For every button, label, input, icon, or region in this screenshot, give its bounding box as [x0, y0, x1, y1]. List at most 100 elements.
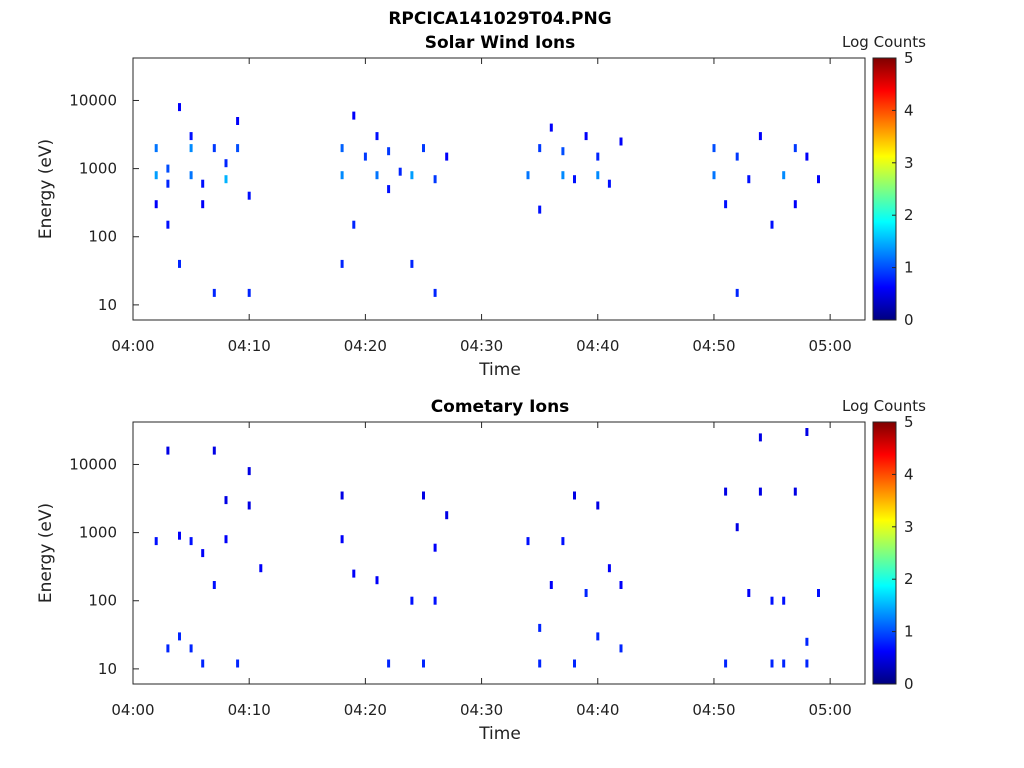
data-point	[538, 144, 542, 153]
y-tick-label: 10	[98, 660, 117, 678]
data-point	[363, 152, 367, 161]
data-point	[747, 589, 751, 597]
data-point	[422, 144, 425, 153]
plot-frame	[132, 57, 866, 321]
x-tick-label: 04:50	[692, 337, 735, 355]
data-point	[561, 537, 565, 546]
data-point	[410, 596, 414, 605]
data-point	[387, 659, 391, 668]
data-point	[352, 111, 356, 120]
data-point	[375, 171, 379, 180]
colorbar-tick-label: 4	[904, 101, 914, 119]
data-point	[398, 167, 402, 176]
colorbar-tick-label: 1	[904, 259, 914, 277]
data-point	[735, 152, 739, 161]
data-point	[735, 288, 739, 297]
figure-title: RPCICA141029T04.PNG	[388, 9, 611, 29]
data-point	[549, 123, 553, 132]
data-point	[340, 535, 344, 544]
data-point	[770, 220, 774, 229]
data-point	[561, 147, 565, 156]
data-point	[561, 171, 565, 180]
data-point	[201, 200, 205, 209]
plot-frame	[132, 421, 866, 685]
data-point	[770, 659, 774, 668]
data-point	[247, 467, 251, 476]
data-point	[712, 171, 716, 180]
data-point	[445, 511, 449, 520]
data-point	[724, 200, 728, 209]
data-point	[224, 496, 228, 505]
y-tick-label: 10	[98, 296, 117, 314]
data-point	[212, 446, 216, 455]
data-point	[410, 171, 414, 180]
data-point	[573, 491, 576, 500]
data-point	[793, 144, 797, 153]
data-point	[247, 288, 251, 297]
data-point	[154, 200, 158, 209]
data-point	[166, 179, 170, 188]
cometary-x-ticks: 04:00 04:10 04:20 04:30 04:40 04:50 05:00	[111, 422, 852, 719]
x-tick-label: 04:30	[460, 701, 503, 719]
data-point	[596, 632, 600, 641]
data-point	[166, 164, 170, 173]
data-point	[212, 288, 216, 297]
data-point	[236, 117, 240, 125]
solar-wind-colorbar-label: Log Counts	[842, 33, 926, 51]
colorbar-tick-label: 1	[904, 623, 914, 641]
data-point	[212, 144, 216, 153]
data-point	[410, 259, 414, 268]
data-point	[538, 205, 542, 214]
data-point	[352, 220, 356, 229]
data-point	[758, 132, 762, 141]
x-tick-label: 04:40	[576, 337, 619, 355]
data-point	[154, 144, 158, 153]
x-tick-label: 04:50	[692, 701, 735, 719]
data-point	[712, 144, 716, 153]
colorbar-tick-label: 5	[904, 413, 914, 431]
data-point	[189, 171, 193, 180]
colorbar-tick-label: 0	[904, 311, 914, 329]
data-point	[340, 171, 344, 180]
data-point	[724, 487, 728, 496]
data-point	[619, 644, 623, 653]
y-tick-label: 10000	[69, 91, 117, 109]
x-tick-label: 04:00	[111, 337, 154, 355]
data-point	[154, 171, 158, 180]
solar-wind-panel: Solar Wind Ions 04:00 04:10 04:20 04:30 04:4…	[36, 33, 926, 380]
data-point	[526, 537, 530, 546]
plot-area	[133, 422, 865, 684]
data-point	[340, 491, 344, 500]
data-point	[584, 132, 588, 141]
cometary-marks	[154, 428, 820, 668]
colorbar-tick-label: 3	[904, 518, 914, 536]
data-point	[352, 569, 356, 578]
cometary-colorbar	[872, 421, 897, 685]
data-point	[247, 501, 251, 510]
data-point	[805, 637, 809, 646]
cometary-y-label: Energy (eV)	[36, 503, 56, 603]
data-point	[387, 147, 391, 156]
data-point	[538, 659, 542, 668]
solar-wind-colorbar	[872, 57, 897, 321]
y-tick-label: 1000	[79, 160, 117, 178]
data-point	[596, 171, 600, 180]
data-point	[445, 152, 449, 161]
data-point	[201, 549, 205, 558]
data-point	[805, 428, 809, 436]
colorbar-tick-label: 2	[904, 570, 914, 588]
data-point	[375, 132, 379, 141]
data-point	[573, 175, 576, 184]
solar-wind-y-label: Energy (eV)	[36, 139, 56, 239]
data-point	[166, 644, 170, 653]
solar-wind-marks	[154, 103, 820, 297]
x-tick-label: 04:40	[576, 701, 619, 719]
x-tick-label: 04:10	[228, 337, 271, 355]
colorbar-tick-label: 0	[904, 675, 914, 693]
data-point	[387, 185, 391, 194]
data-point	[607, 564, 611, 573]
cometary-panel: Cometary Ions 04:00 04:10 04:20 04:30 04:40 0…	[36, 397, 926, 744]
data-point	[619, 137, 623, 146]
data-point	[340, 144, 344, 153]
data-point	[154, 537, 158, 546]
